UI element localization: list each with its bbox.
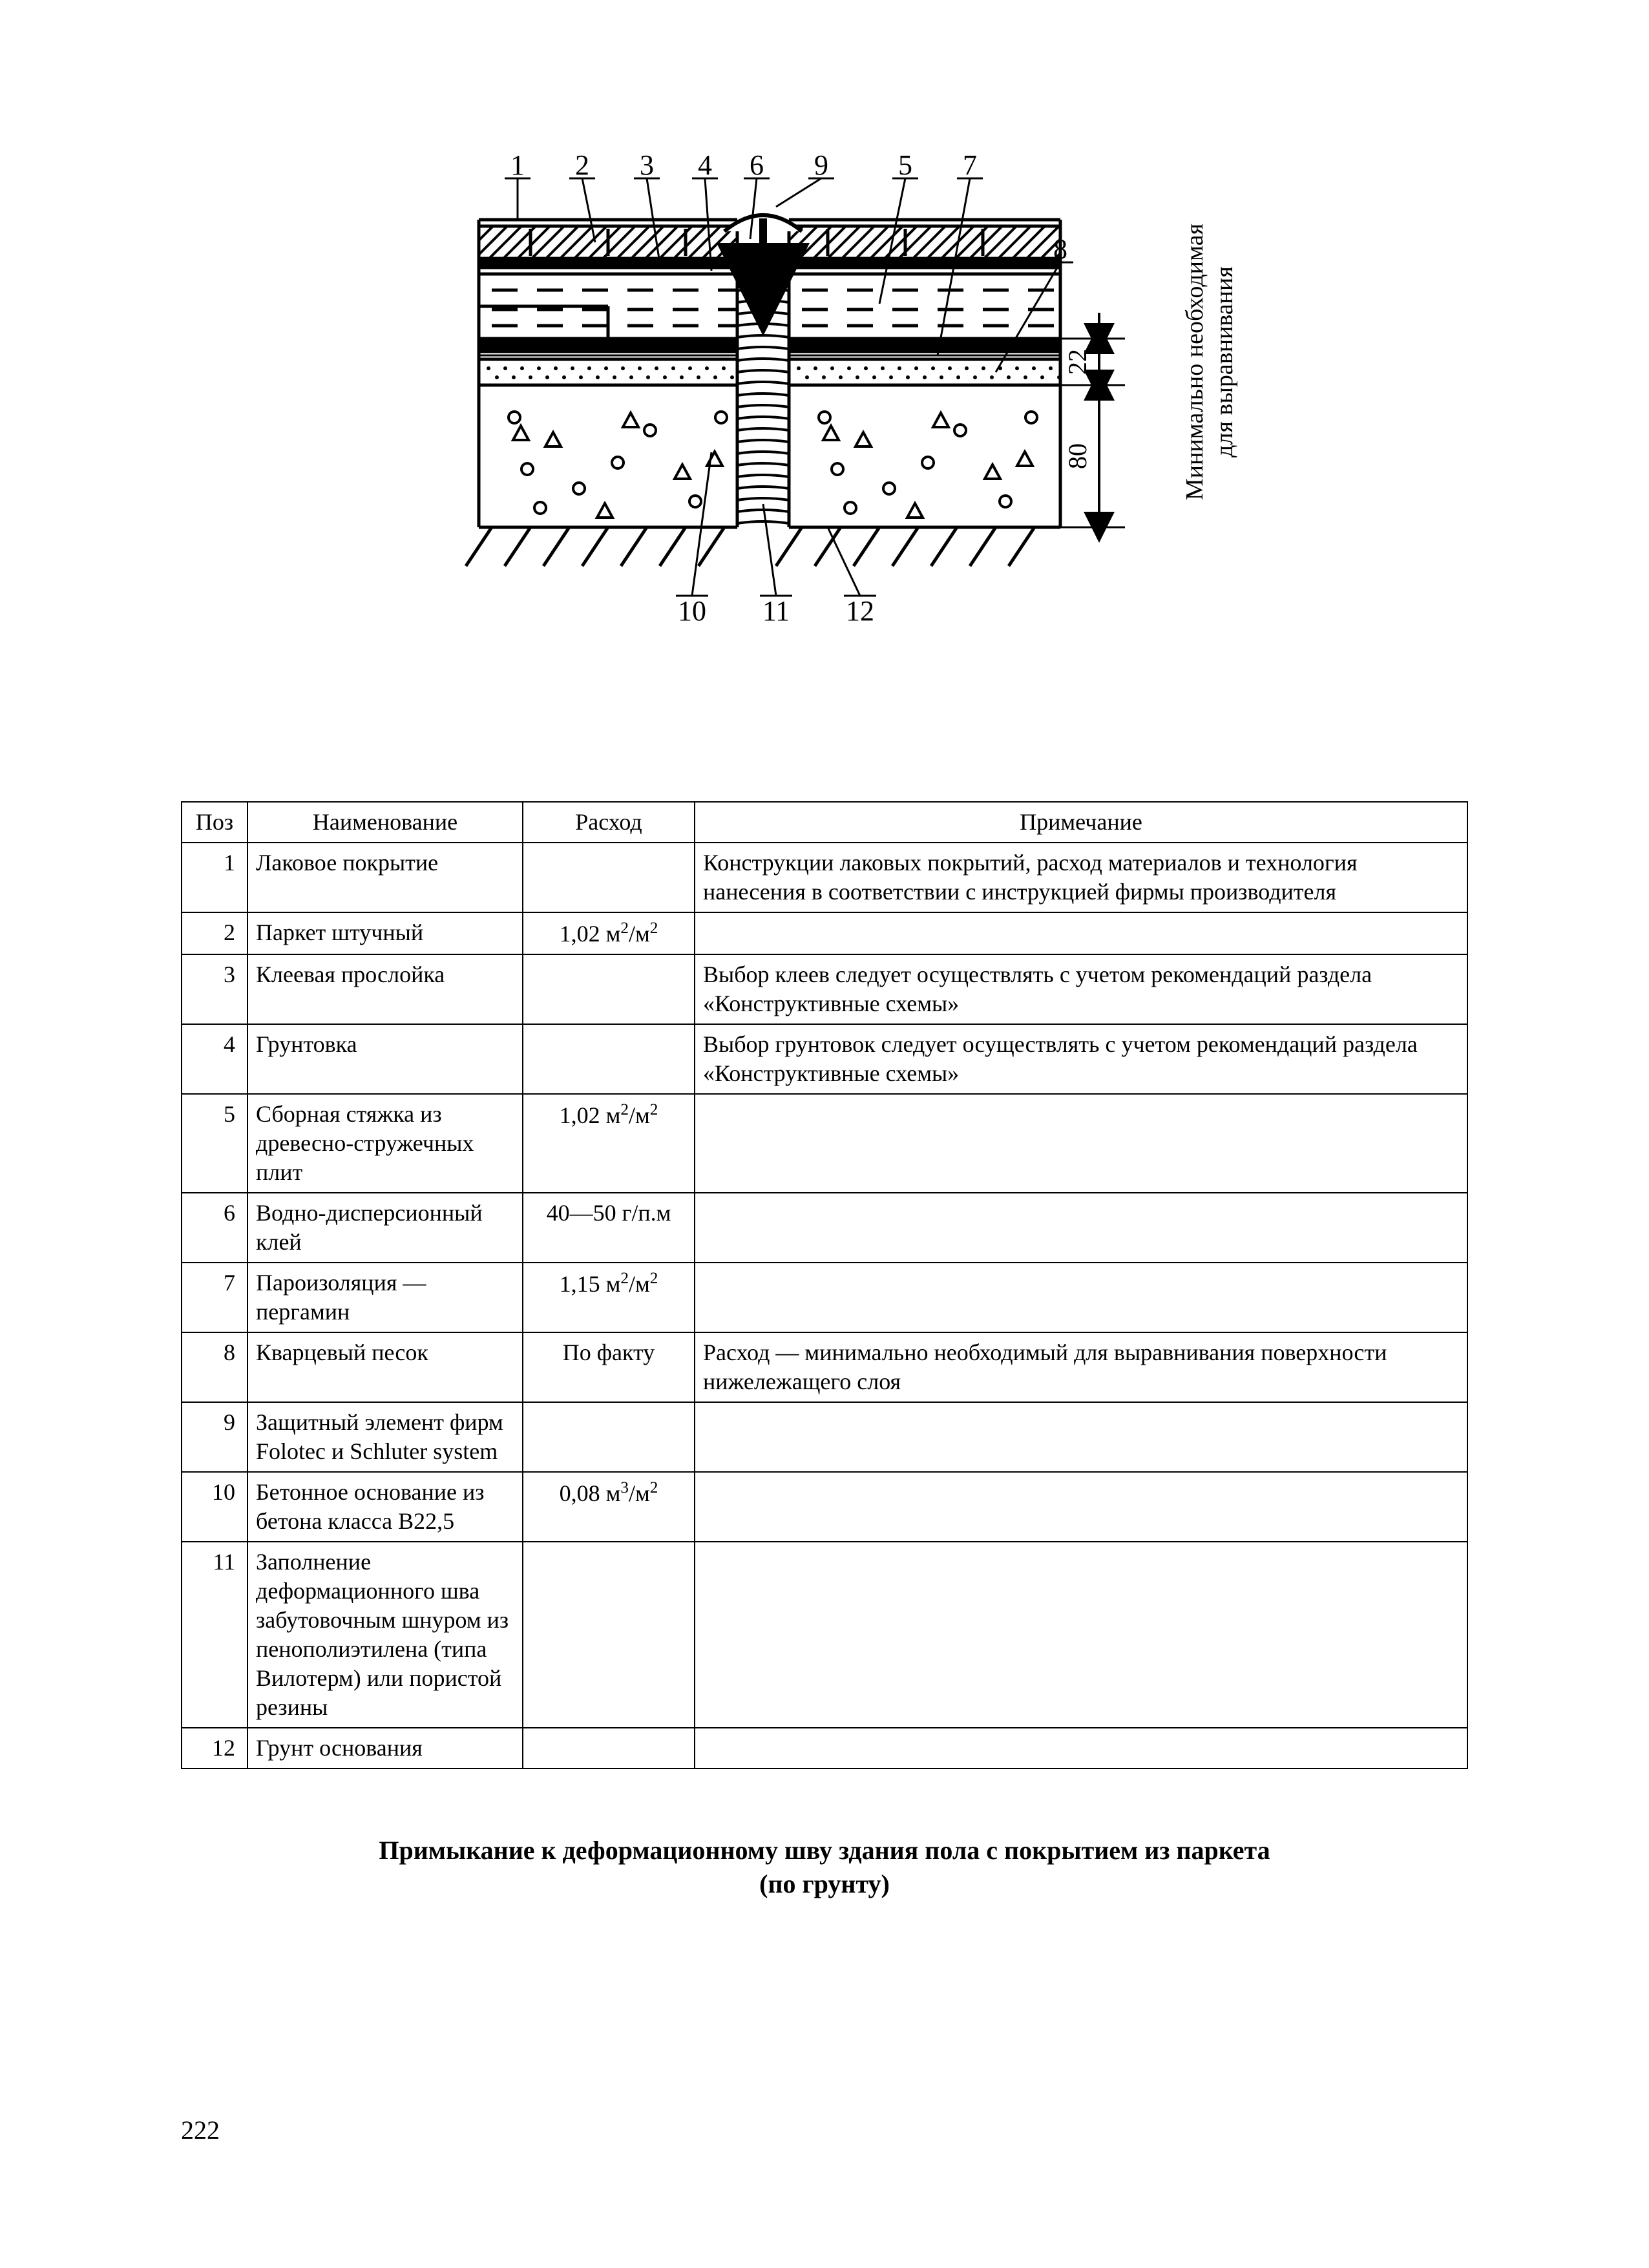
cell-consumption: 40—50 г/п.м [523,1193,695,1263]
cell-pos: 3 [182,954,247,1024]
cell-consumption [523,1402,695,1472]
cell-name: Кварцевый песок [247,1332,523,1402]
caption-line1: Примыкание к деформационному шву здания … [379,1836,1270,1865]
col-cons: Расход [523,802,695,843]
figure-caption: Примыкание к деформационному шву здания … [181,1834,1468,1901]
cell-pos: 7 [182,1263,247,1332]
cell-name: Клеевая прослойка [247,954,523,1024]
cell-note [695,1193,1467,1263]
table-row: 8Кварцевый песокПо фактуРасход — минимал… [182,1332,1467,1402]
cell-pos: 11 [182,1542,247,1728]
cell-consumption [523,954,695,1024]
cell-name: Бетонное основание из бетона класса В22,… [247,1472,523,1542]
cell-note [695,1728,1467,1769]
cell-consumption [523,1542,695,1728]
col-name: Наименование [247,802,523,843]
cell-pos: 4 [182,1024,247,1094]
cell-consumption: 1,02 м2/м2 [523,1094,695,1193]
cell-note: Расход — минимально необходимый для выра… [695,1332,1467,1402]
cell-note: Выбор клеев следует осуществлять с учето… [695,954,1467,1024]
cell-note [695,1263,1467,1332]
specification-table: Поз Наименование Расход Примечание 1Лако… [181,801,1468,1769]
table-row: 10Бетонное основание из бетона класса В2… [182,1472,1467,1542]
table-row: 3Клеевая прослойка Выбор клеев следует ос… [182,954,1467,1024]
cell-name: Грунт основания [247,1728,523,1769]
cell-consumption [523,843,695,912]
svg-text:7: 7 [963,149,977,181]
cell-note [695,1402,1467,1472]
table-row: 4Грунтовка Выбор грунтовок следует осущес… [182,1024,1467,1094]
cell-pos: 10 [182,1472,247,1542]
cell-pos: 12 [182,1728,247,1769]
cell-note: Выбор грунтовок следует осуществлять с у… [695,1024,1467,1094]
cell-note [695,912,1467,954]
cell-note [695,1542,1467,1728]
svg-text:10: 10 [678,595,706,627]
svg-text:22: 22 [1063,349,1092,375]
caption-line2: (по грунту) [759,1869,890,1898]
cell-name: Защитный элемент фирм Folotec и Schluter… [247,1402,523,1472]
svg-text:8: 8 [1053,233,1067,265]
table-row: 7Пароизоляция — пергамин1,15 м2/м2 [182,1263,1467,1332]
cell-consumption: 0,08 м3/м2 [523,1472,695,1542]
table-row: 2Паркет штучный1,02 м2/м2 [182,912,1467,954]
cell-consumption [523,1024,695,1094]
table-row: 11Заполнение деформационного шва забутов… [182,1542,1467,1728]
cell-name: Грунтовка [247,1024,523,1094]
cell-consumption: 1,02 м2/м2 [523,912,695,954]
cell-name: Паркет штучный [247,912,523,954]
col-note: Примечание [695,802,1467,843]
cell-pos: 6 [182,1193,247,1263]
svg-text:Минимально необходимая: Минимально необходимая [1181,224,1208,500]
table-row: 9Защитный элемент фирм Folotec и Schlute… [182,1402,1467,1472]
cell-pos: 5 [182,1094,247,1193]
svg-text:6: 6 [750,149,764,181]
cell-consumption: 1,15 м2/м2 [523,1263,695,1332]
cell-name: Лаковое покрытие [247,843,523,912]
cell-consumption [523,1728,695,1769]
cell-name: Водно-дисперсионный клей [247,1193,523,1263]
svg-text:2: 2 [575,149,589,181]
svg-text:для выравнивания: для выравнивания [1211,266,1238,457]
cell-name: Заполнение деформационного шва забутовоч… [247,1542,523,1728]
table-row: 12Грунт основания [182,1728,1467,1769]
table-row: 6Водно-дисперсионный клей40—50 г/п.м [182,1193,1467,1263]
cross-section-diagram: 1234695781011122280Минимально необходима… [388,142,1261,724]
cell-name: Пароизоляция — пергамин [247,1263,523,1332]
cell-note: Конструкции лаковых покрытий, расход мат… [695,843,1467,912]
cell-pos: 2 [182,912,247,954]
svg-text:1: 1 [510,149,525,181]
cell-pos: 1 [182,843,247,912]
cell-name: Сборная стяжка из древесно-стружечных пл… [247,1094,523,1193]
cell-pos: 8 [182,1332,247,1402]
col-pos: Поз [182,802,247,843]
svg-text:4: 4 [698,149,712,181]
cell-pos: 9 [182,1402,247,1472]
cell-note [695,1472,1467,1542]
svg-text:3: 3 [640,149,654,181]
cell-consumption: По факту [523,1332,695,1402]
svg-text:5: 5 [898,149,912,181]
page-number: 222 [181,2115,220,2145]
table-row: 5Сборная стяжка из древесно-стружечных п… [182,1094,1467,1193]
svg-text:9: 9 [814,149,828,181]
svg-text:12: 12 [846,595,874,627]
cell-note [695,1094,1467,1193]
table-row: 1Лаковое покрытие Конструкции лаковых пок… [182,843,1467,912]
svg-text:11: 11 [762,595,790,627]
svg-text:80: 80 [1063,443,1092,469]
